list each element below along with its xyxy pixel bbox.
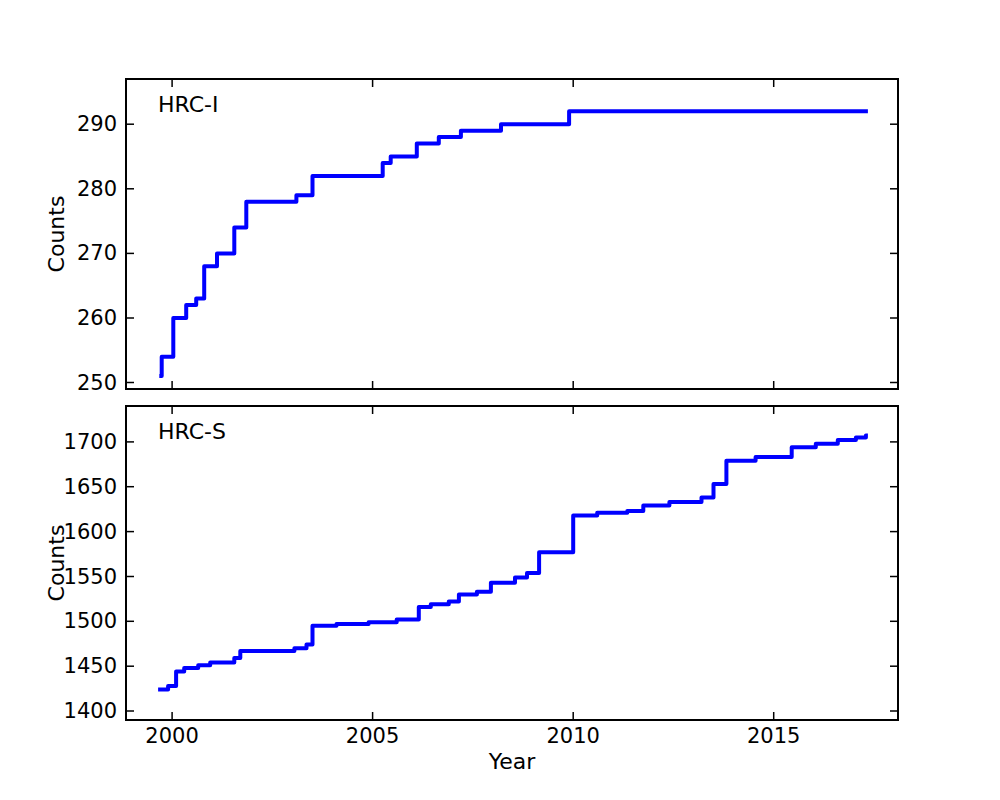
x-axis-label: Year xyxy=(489,751,536,773)
y-tick-label: 270 xyxy=(77,241,117,265)
y-tick-label: 1700 xyxy=(64,430,117,454)
y-tick-label: 1550 xyxy=(64,565,117,589)
y-tick-label: 1600 xyxy=(64,520,117,544)
y-tick-label: 1500 xyxy=(64,609,117,633)
y-tick-label: 280 xyxy=(77,177,117,201)
y-tick-label: 250 xyxy=(77,371,117,395)
y-tick-label: 290 xyxy=(77,112,117,136)
figure: 250 260 270 280 290 2000 2005 2010 2015 1400 1450 1… xyxy=(0,0,1000,800)
x-tick-label: 2015 xyxy=(747,724,800,748)
axes-frame xyxy=(126,406,898,720)
panel1-title: HRC-I xyxy=(158,94,219,116)
y-tick-label: 260 xyxy=(77,306,117,330)
panel2-y-axis-label: Counts xyxy=(46,525,68,602)
panel1-y-axis-label: Counts xyxy=(46,196,68,273)
panel2-title: HRC-S xyxy=(158,421,226,443)
panel-1: 250 260 270 280 290 xyxy=(77,79,898,395)
plot-canvas: 250 260 270 280 290 2000 2005 2010 2015 1400 1450 1… xyxy=(0,0,1000,800)
x-tick-label: 2005 xyxy=(346,724,399,748)
y-tick-label: 1650 xyxy=(64,475,117,499)
data-line-hrc-i xyxy=(159,111,868,376)
data-line-hrc-s xyxy=(158,436,868,690)
y-tick-label: 1400 xyxy=(64,699,117,723)
panel-2: 2000 2005 2010 2015 1400 1450 1500 1550 1600 1650… xyxy=(64,406,898,748)
x-tick-label: 2000 xyxy=(145,724,198,748)
y-tick-label: 1450 xyxy=(64,654,117,678)
x-tick-label: 2010 xyxy=(546,724,599,748)
